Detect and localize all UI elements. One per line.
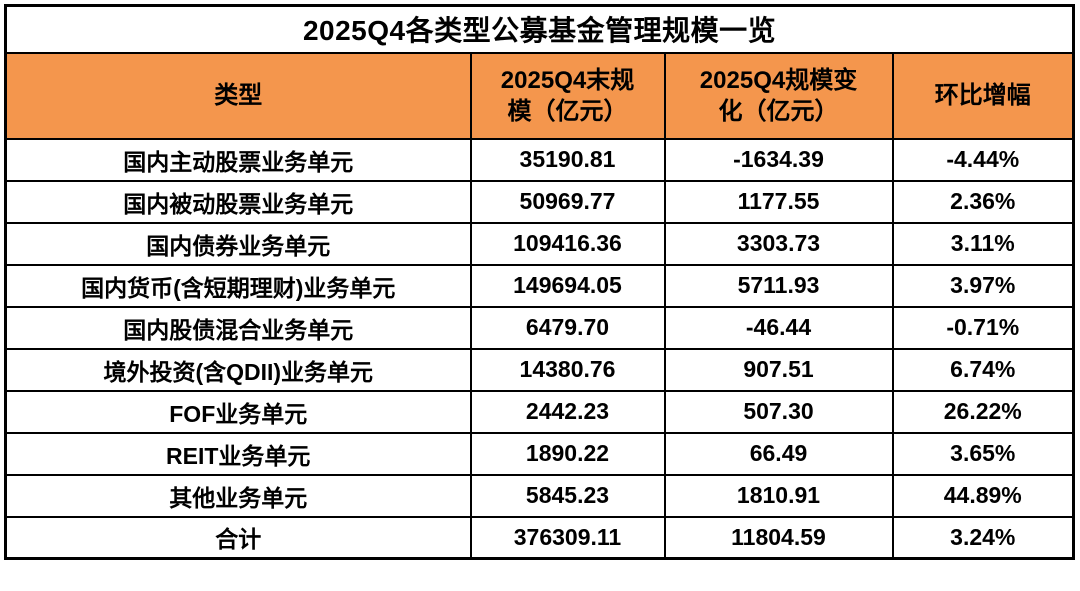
table-row-domestic-passive-equity: 国内被动股票业务单元 50969.77 1177.55 2.36% (4, 179, 1075, 224)
cell-type: 国内债券业务单元 (4, 221, 472, 266)
header-row: 类型 2025Q4末规 模（亿元） 2025Q4规模变 化（亿元） 环比增幅 (4, 51, 1075, 140)
cell-qoq-growth: 3.11% (891, 221, 1075, 266)
cell-type: 国内被动股票业务单元 (4, 179, 472, 224)
table-row-fof: FOF业务单元 2442.23 507.30 26.22% (4, 389, 1075, 434)
table-row-domestic-hybrid: 国内股债混合业务单元 6479.70 -46.44 -0.71% (4, 305, 1075, 350)
cell-scale-end: 50969.77 (469, 179, 666, 224)
cell-type: 国内货币(含短期理财)业务单元 (4, 263, 472, 308)
cell-scale-end: 6479.70 (469, 305, 666, 350)
column-header-type-text: 类型 (214, 82, 263, 109)
cell-scale-end: 2442.23 (469, 389, 666, 434)
table-row-domestic-money-market: 国内货币(含短期理财)业务单元 149694.05 5711.93 3.97% (4, 263, 1075, 308)
column-header-qoq-growth-text: 环比增幅 (934, 82, 1031, 109)
cell-scale-change: 1177.55 (663, 179, 894, 224)
cell-scale-end: 1890.22 (469, 431, 666, 476)
total-row: 合计 376309.11 11804.59 3.24% (4, 515, 1075, 560)
cell-qoq-growth: 26.22% (891, 389, 1075, 434)
cell-type: 合计 (4, 515, 472, 560)
cell-type: REIT业务单元 (4, 431, 472, 476)
table-row-other: 其他业务单元 5845.23 1810.91 44.89% (4, 473, 1075, 518)
cell-qoq-growth: 3.24% (891, 515, 1075, 560)
column-header-qoq-growth: 环比增幅 (891, 51, 1075, 140)
cell-scale-change: 3303.73 (663, 221, 894, 266)
cell-scale-end: 14380.76 (469, 347, 666, 392)
column-header-scale-end-line2: 模（亿元） (507, 97, 628, 125)
cell-qoq-growth: 3.97% (891, 263, 1075, 308)
cell-scale-change: -1634.39 (663, 137, 894, 182)
column-header-scale-end: 2025Q4末规 模（亿元） (469, 51, 666, 140)
cell-scale-end: 5845.23 (469, 473, 666, 518)
cell-qoq-growth: -4.44% (891, 137, 1075, 182)
cell-qoq-growth: 44.89% (891, 473, 1075, 518)
cell-scale-end: 149694.05 (469, 263, 666, 308)
cell-type: 国内股债混合业务单元 (4, 305, 472, 350)
cell-qoq-growth: 3.65% (891, 431, 1075, 476)
cell-scale-end: 376309.11 (469, 515, 666, 560)
cell-scale-change: 1810.91 (663, 473, 894, 518)
table-row-reit: REIT业务单元 1890.22 66.49 3.65% (4, 431, 1075, 476)
fund-scale-table: 2025Q4各类型公募基金管理规模一览 类型 2025Q4末规 模（亿元） 20… (4, 4, 1076, 560)
cell-scale-change: -46.44 (663, 305, 894, 350)
column-header-scale-end-line1: 2025Q4末规 (500, 66, 635, 94)
cell-type: FOF业务单元 (4, 389, 472, 434)
column-header-scale-change-line1: 2025Q4规模变 (699, 66, 858, 94)
column-header-type: 类型 (4, 51, 472, 140)
cell-qoq-growth: -0.71% (891, 305, 1075, 350)
cell-qoq-growth: 6.74% (891, 347, 1075, 392)
title-row: 2025Q4各类型公募基金管理规模一览 (4, 4, 1075, 54)
cell-scale-end: 35190.81 (469, 137, 666, 182)
cell-scale-change: 5711.93 (663, 263, 894, 308)
cell-scale-end: 109416.36 (469, 221, 666, 266)
cell-scale-change: 11804.59 (663, 515, 894, 560)
cell-type: 境外投资(含QDII)业务单元 (4, 347, 472, 392)
cell-scale-change: 907.51 (663, 347, 894, 392)
cell-scale-change: 507.30 (663, 389, 894, 434)
cell-scale-change: 66.49 (663, 431, 894, 476)
table-row-overseas-qdii: 境外投资(含QDII)业务单元 14380.76 907.51 6.74% (4, 347, 1075, 392)
table-row-domestic-bond: 国内债券业务单元 109416.36 3303.73 3.11% (4, 221, 1075, 266)
cell-type: 其他业务单元 (4, 473, 472, 518)
column-header-scale-change: 2025Q4规模变 化（亿元） (663, 51, 894, 140)
cell-qoq-growth: 2.36% (891, 179, 1075, 224)
table-row-domestic-active-equity: 国内主动股票业务单元 35190.81 -1634.39 -4.44% (4, 137, 1075, 182)
column-header-scale-change-line2: 化（亿元） (718, 97, 839, 125)
table-title: 2025Q4各类型公募基金管理规模一览 (4, 4, 1075, 54)
cell-type: 国内主动股票业务单元 (4, 137, 472, 182)
